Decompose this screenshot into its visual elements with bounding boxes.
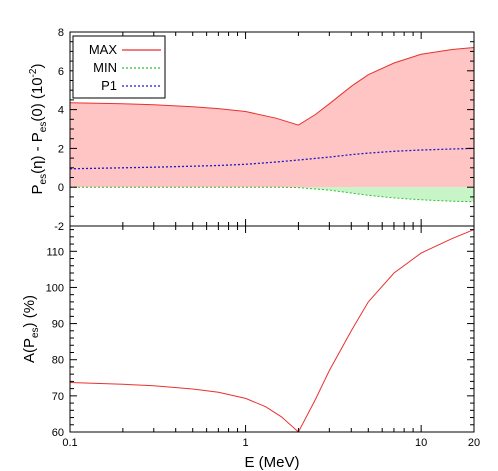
bottom-y-axis-label-part: A(P	[21, 338, 38, 363]
y-tick-label: 8	[58, 27, 64, 39]
y-tick-label: 80	[52, 355, 64, 367]
series-line-max	[69, 47, 475, 126]
series-line-asymmetry	[69, 229, 475, 433]
y-tick-label: 110	[46, 246, 64, 258]
x-axis-label: E (MeV)	[244, 454, 299, 471]
y-tick-label: 6	[58, 66, 64, 78]
top-y-axis-label: Pes(η) - Pes(0) (10-2)	[28, 64, 49, 195]
y-tick-label: 90	[52, 319, 64, 331]
y-tick-label: 70	[52, 391, 64, 403]
min-fill-area	[70, 187, 474, 202]
top-y-axis-label-part: -2	[28, 68, 39, 77]
legend-entry-max-label: MAX	[89, 42, 118, 57]
bottom-y-axis-label-part: es	[30, 327, 41, 338]
bottom-y-axis-label: A(Pes) (%)	[21, 295, 41, 363]
y-tick-label: 60	[52, 427, 64, 439]
bottom-y-axis-label-part: ) (%)	[21, 295, 38, 328]
y-tick-label: 2	[58, 143, 64, 155]
bottom-plot-frame	[69, 225, 475, 433]
y-tick-label: 0	[58, 182, 64, 194]
top-y-axis-label-part: es	[38, 174, 49, 185]
legend: MAX MIN P1	[72, 35, 166, 99]
legend-entry-min-label: MIN	[93, 60, 117, 75]
y-tick-label: 4	[58, 105, 64, 117]
legend-box	[72, 35, 166, 99]
top-y-axis-label-part: es	[38, 122, 49, 133]
y-tick-label: 100	[46, 282, 64, 294]
x-tick-label: 10	[415, 437, 427, 449]
top-y-axis-label-part: )	[29, 64, 46, 69]
top-y-axis-label-part: (η) - P	[29, 132, 46, 174]
x-tick-label: 0.1	[62, 437, 77, 449]
x-tick-label: 20	[468, 437, 480, 449]
top-y-axis-label-part: (0) (10	[29, 77, 46, 121]
series-line-p1	[69, 147, 475, 170]
legend-entry-p1-label: P1	[101, 78, 117, 93]
top-y-axis-label-part: P	[29, 184, 46, 194]
x-tick-label: 1	[243, 437, 249, 449]
y-tick-label: -2	[54, 221, 64, 233]
